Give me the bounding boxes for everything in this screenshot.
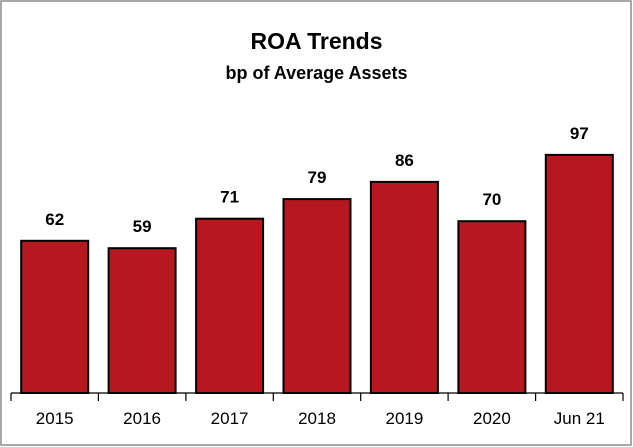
- chart-title: ROA Trends: [250, 28, 382, 54]
- x-ticks-group: [10, 393, 624, 401]
- bar-2016: [107, 247, 177, 394]
- bar-2017: [195, 217, 265, 394]
- bars-group: [20, 153, 614, 394]
- bar-2015: [20, 239, 90, 394]
- x-tick-label-2015: 2015: [36, 409, 74, 428]
- value-label-jun-21: 97: [570, 124, 589, 143]
- bar-jun-21: [544, 153, 614, 394]
- x-tick-label-2016: 2016: [123, 409, 161, 428]
- value-labels-group: 62 59 71 79 86 70 97: [45, 124, 589, 236]
- x-tick-label-2019: 2019: [385, 409, 423, 428]
- x-tick-label-2017: 2017: [211, 409, 249, 428]
- x-tick-label-2018: 2018: [298, 409, 336, 428]
- chart-subtitle: bp of Average Assets: [225, 63, 407, 83]
- bar-2020: [457, 220, 527, 394]
- value-label-2015: 62: [45, 210, 64, 229]
- value-label-2019: 86: [395, 151, 414, 170]
- value-label-2018: 79: [308, 168, 327, 187]
- x-tick-label-jun-21: Jun 21: [554, 409, 605, 428]
- value-label-2020: 70: [482, 190, 501, 209]
- bar-2018: [282, 198, 352, 394]
- x-tick-labels-group: 2015 2016 2017 2018 2019 2020 Jun 21: [36, 409, 605, 428]
- x-tick-label-2020: 2020: [473, 409, 511, 428]
- value-label-2017: 71: [220, 188, 239, 207]
- value-label-2016: 59: [133, 217, 152, 236]
- bar-2019: [369, 180, 439, 394]
